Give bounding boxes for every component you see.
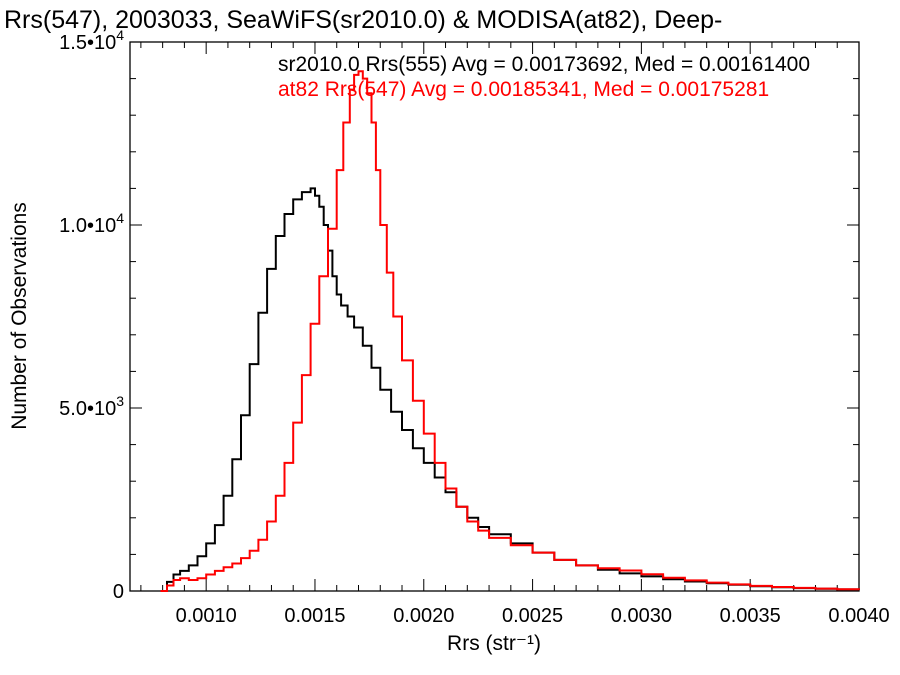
y-tick-label: 5.0•103 [59,393,124,420]
x-tick-label: 0.0030 [611,605,672,627]
x-tick-label: 0.0010 [176,605,237,627]
y-tick-mantissa: 1.0•10 [59,215,116,237]
x-tick-label: 0.0035 [720,605,781,627]
y-tick-label: 1.0•104 [59,210,124,237]
annotation-at82: at82 Rrs(547) Avg = 0.00185341, Med = 0.… [278,78,769,101]
x-tick-label: 0.0040 [828,605,889,627]
y-tick-label: 0 [113,581,124,603]
x-tick-labels: 0.0010 0.0015 0.0020 0.0025 0.0030 0.0035 0.00… [176,605,890,627]
y-tick-mantissa: 0 [113,581,124,603]
y-tick-mantissa: 5.0•10 [59,398,116,420]
series-0-histogram-line [160,187,860,592]
series-layer [160,70,860,592]
y-tick-exponent: 4 [116,210,124,226]
y-tick-label: 1.5•104 [59,27,124,54]
chart-title: Rrs(547), 2003033, SeaWiFS(sr2010.0) & M… [4,6,722,34]
x-tick-label: 0.0015 [284,605,345,627]
y-tick-exponent: 3 [116,393,124,409]
axis-ticks [130,41,860,592]
x-tick-label: 0.0020 [393,605,454,627]
y-tick-exponent: 4 [116,27,124,43]
series-1-histogram-line [160,70,860,592]
y-tick-mantissa: 1.5•10 [59,32,116,54]
x-tick-label: 0.0025 [502,605,563,627]
annotation-sr2010: sr2010.0 Rrs(555) Avg = 0.00173692, Med … [278,53,810,76]
x-axis-label: Rrs (str⁻¹) [447,632,541,655]
y-axis-label: Number of Observations [8,202,31,430]
plot-frame [129,41,860,592]
